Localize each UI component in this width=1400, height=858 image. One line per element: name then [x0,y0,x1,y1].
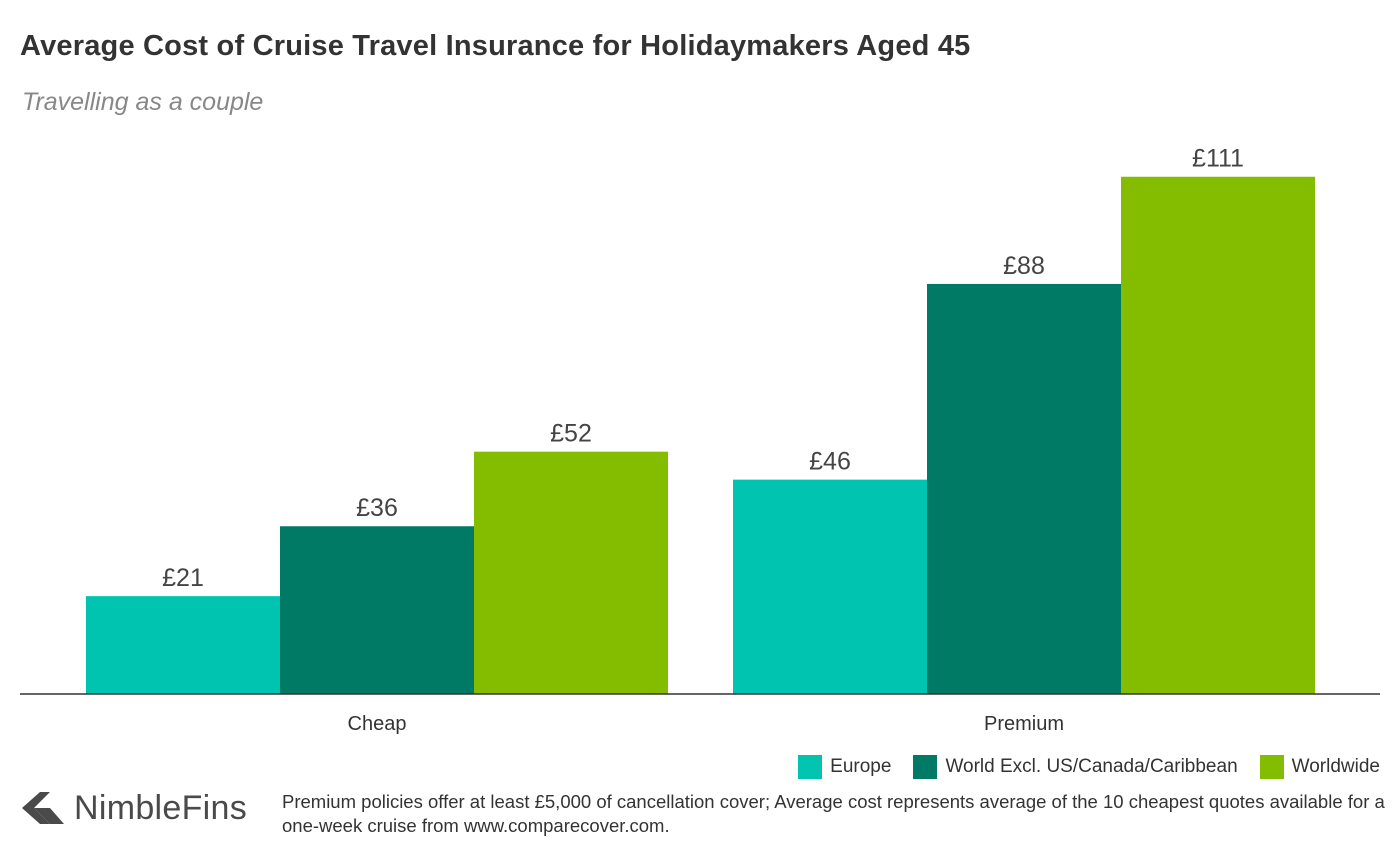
legend-swatch-worldwide [1259,755,1284,779]
nimblefins-chevron-icon [22,792,64,824]
chart-subtitle: Travelling as a couple [22,88,264,116]
bar-premium-2 [1121,176,1315,695]
value-label-premium-2: £111 [1192,145,1244,173]
legend-label-europe: Europe [830,756,892,777]
legend: Europe World Excl. US/Canada/Caribbean W… [776,755,1380,779]
category-label-cheap: Cheap [348,713,407,735]
legend-label-worldwide: Worldwide [1291,756,1380,777]
value-label-cheap-1: £36 [356,494,398,522]
value-labels-group: £21 £36 £52 £46 £88 £111 [162,145,1244,592]
bars-group [86,176,1315,695]
bar-cheap-2 [474,451,668,694]
bar-cheap-1 [280,526,474,694]
legend-swatch-europe [798,755,823,779]
legend-label-world-excl: World Excl. US/Canada/Caribbean [945,756,1238,777]
legend-item-world-excl: World Excl. US/Canada/Caribbean [913,755,1238,779]
legend-item-europe: Europe [798,755,891,779]
legend-swatch-world-excl [913,755,938,779]
logo-text: NimbleFins [74,788,248,827]
value-label-premium-1: £88 [1003,252,1045,280]
nimblefins-logo: NimbleFins [20,788,247,828]
footnote: Premium policies offer at least £5,000 o… [282,791,1385,836]
bar-premium-1 [927,283,1121,694]
bar-cheap-0 [86,596,280,694]
legend-item-worldwide: Worldwide [1259,755,1380,779]
value-label-premium-0: £46 [809,448,851,476]
chart-title: Average Cost of Cruise Travel Insurance … [20,30,971,62]
value-label-cheap-2: £52 [550,420,592,448]
bar-premium-0 [733,479,927,694]
category-labels-group: Cheap Premium [348,713,1064,735]
value-label-cheap-0: £21 [162,564,204,592]
category-label-premium: Premium [984,713,1064,735]
